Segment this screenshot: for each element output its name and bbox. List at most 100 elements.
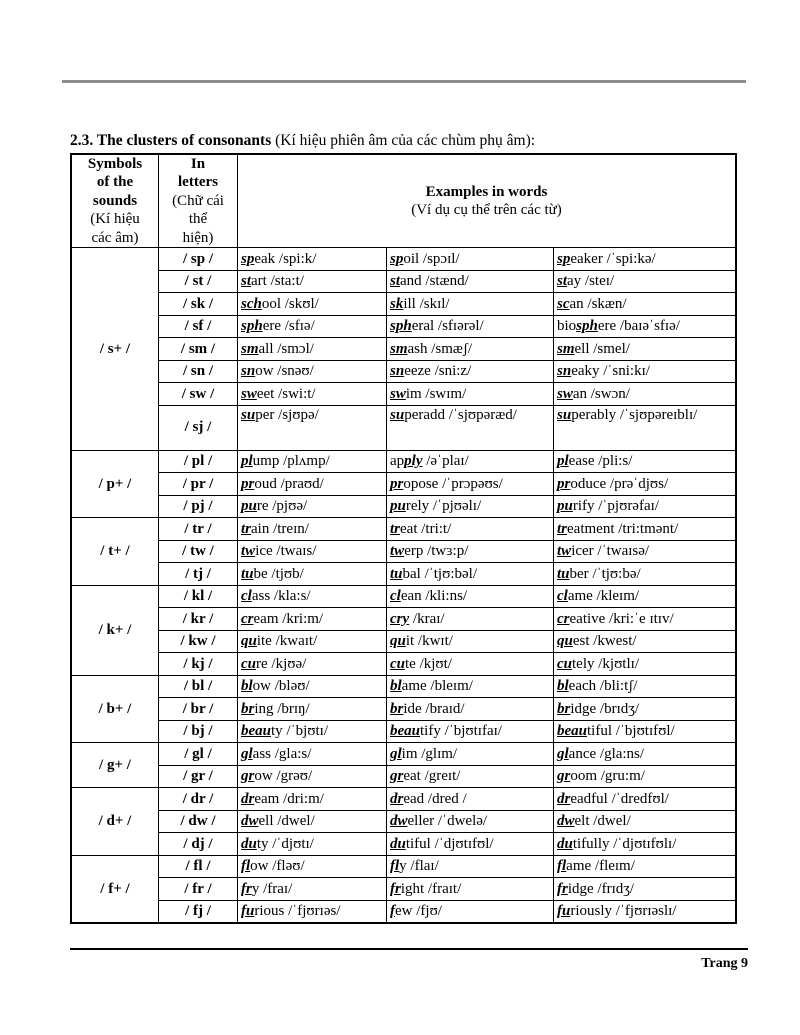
word-rest-ipa: oom /gru:m/	[570, 768, 645, 785]
example-word: apply /əˈplaɪ/	[386, 449, 554, 474]
example-word: purify /ˈpjʊrəfaɪ/	[553, 494, 737, 519]
word-rest-ipa: oil /spɔɪl/	[403, 250, 460, 267]
example-word: scan /skæn/	[553, 292, 737, 316]
table-row: / br / bring /brɪŋ/bride /braɪd/bridge /b…	[71, 697, 737, 721]
word-rest-ipa: ain /treɪn/	[251, 520, 309, 537]
cluster-highlight: cr	[557, 610, 570, 627]
cluster-highlight: gl	[557, 745, 569, 762]
word-rest-ipa: im /swɪm/	[405, 385, 467, 402]
table-header-row: Symbols of the sounds (Kí hiệu các âm) I…	[70, 153, 737, 249]
word-rest-ipa: opose /ˈprɔpəʊs/	[403, 475, 503, 492]
cluster-highlight: fr	[390, 880, 401, 897]
table-row: / b+ / / bl / blow /bləʊ/blame /bleɪm/blea…	[70, 674, 737, 744]
word-rest-ipa: peradd /ˈsjʊpəræd/	[404, 406, 517, 423]
cluster-highlight: gl	[390, 745, 402, 762]
cluster-highlight: cl	[241, 588, 252, 605]
cluster-highlight: tu	[557, 565, 570, 582]
letter-cluster: / dr /	[158, 787, 238, 811]
example-word: duty /ˈdjʊtɪ/	[237, 832, 387, 856]
word-rest-ipa: ame /fleɪm/	[566, 858, 635, 875]
example-word: blow /bləʊ/	[237, 674, 387, 699]
word-rest-ipa: ing /brɪŋ/	[254, 700, 310, 717]
header-text: sounds	[92, 192, 138, 209]
cluster-highlight: cu	[241, 655, 256, 672]
cluster-highlight: cu	[557, 655, 572, 672]
example-word: fright /fraɪt/	[386, 877, 554, 901]
letter-cluster: / pr /	[158, 472, 238, 496]
word-rest-ipa: y /fraɪ/	[251, 880, 293, 897]
cluster-highlight: dr	[390, 790, 404, 807]
example-word: quest /kwest/	[553, 629, 737, 654]
example-word: dweller /ˈdwelə/	[386, 809, 554, 834]
cluster-highlight: su	[557, 406, 572, 423]
example-word: quite /kwaɪt/	[237, 629, 387, 654]
example-word: fridge /frɪdʒ/	[553, 877, 737, 901]
example-word: groom /gru:m/	[553, 764, 737, 789]
table-row: / fj / furious /ˈfjʊrɪəs/few /fjʊ/furious…	[71, 899, 737, 924]
table-row: / st / start /sta:t/stand /stænd/stay /st…	[71, 269, 737, 294]
cluster-highlight: pu	[390, 498, 406, 515]
cluster-highlight: pl	[557, 453, 569, 470]
word-rest-ipa: tely /kjʊtlɪ/	[572, 655, 639, 672]
table-row: / s+ / / sp / speak /spi:k/spoil /spɔɪl/sp…	[70, 247, 737, 451]
word-rest-ipa: ease /pli:s/	[568, 453, 633, 470]
word-rest-ipa: icer /ˈtwaɪsə/	[571, 543, 650, 560]
word-rest-ipa: ty /ˈdjʊtɪ/	[256, 835, 314, 852]
cluster-highlight: tw	[241, 543, 256, 560]
example-word: smell /smel/	[553, 337, 737, 361]
example-word: cute /kjʊt/	[386, 652, 554, 676]
table-row: / kr / cream /kri:m/cry /kraɪ/creative /k…	[71, 607, 737, 631]
cluster-highlight: sph	[390, 318, 412, 335]
table-row: / bj / beauty /ˈbjʊtɪ/beautify /ˈbjʊtɪfaɪ…	[71, 719, 737, 744]
word-rest-ipa: ump /plʌmp/	[252, 453, 330, 470]
letter-cluster: / tr /	[158, 517, 238, 541]
example-word: superably /ˈsjʊpəreɪblɪ/	[553, 404, 737, 451]
example-word: cream /kri:m/	[237, 607, 387, 631]
word-rest-ipa: an /skæn/	[569, 295, 627, 312]
page-number: Trang 9	[701, 956, 748, 971]
header-text: (Chữ cái	[172, 192, 224, 209]
word-rest-ipa: an /swɔn/	[572, 385, 630, 402]
example-word: tubal /ˈtjʊ:bəl/	[386, 562, 554, 586]
word-rest-ipa: eaky /ˈsni:kɪ/	[571, 363, 650, 380]
example-word: treat /tri:t/	[386, 517, 554, 541]
example-word: spoil /spɔɪl/	[386, 247, 554, 271]
word-rest-ipa: ead /dred /	[403, 790, 467, 807]
example-word: train /treɪn/	[237, 517, 387, 541]
example-word: twicer /ˈtwaɪsə/	[553, 539, 737, 564]
example-word: cure /kjʊə/	[237, 652, 387, 676]
word-rest-ipa: eaker /ˈspi:kə/	[570, 250, 656, 267]
word-rest-ipa: erp /twɜ:p/	[404, 543, 469, 560]
word-rest-ipa: ber /ˈtjʊ:bə/	[569, 565, 641, 582]
example-word: bridge /brɪdʒ/	[553, 697, 737, 721]
cluster-highlight: qu	[557, 633, 573, 650]
word-rest-ipa: eam /dri:m/	[254, 790, 324, 807]
letter-cluster: / kl /	[158, 584, 238, 609]
word-rest-ipa: eet /swi:t/	[256, 385, 316, 402]
table-row: / d+ / / dr / dream /dri:m/dread /dred / dr…	[70, 787, 737, 856]
cluster-highlight: dw	[557, 813, 575, 830]
example-word: tube /tjʊb/	[237, 562, 387, 586]
letter-cluster: / kw /	[158, 629, 238, 654]
cluster-highlight: sm	[241, 340, 259, 357]
example-word: dwell /dwel/	[237, 809, 387, 834]
header-text: In	[190, 156, 206, 172]
word-rest-ipa: eat /tri:t/	[400, 520, 452, 537]
header-text: of the	[96, 174, 134, 191]
letter-cluster: / sn /	[158, 359, 238, 384]
example-word: pure /pjʊə/	[237, 494, 387, 519]
cluster-highlight: sn	[390, 363, 405, 380]
header-text: (Kí hiệu	[90, 211, 140, 228]
word-rest-ipa: ell /smel/	[574, 340, 630, 357]
letter-cluster: / fr /	[158, 877, 238, 901]
consonant-clusters-table: Symbols of the sounds (Kí hiệu các âm) I…	[70, 153, 737, 925]
cluster-highlight: sn	[241, 363, 256, 380]
word-rest-ipa: ass /gla:s/	[252, 745, 312, 762]
word-rest-ipa: ow /grəʊ/	[254, 768, 313, 785]
letter-cluster: / sm /	[158, 337, 238, 361]
example-word: speaker /ˈspi:kə/	[553, 247, 737, 271]
word-rest-ipa: all /smɔl/	[258, 340, 314, 357]
word-rest-ipa: rely /ˈpjʊəlɪ/	[405, 498, 482, 515]
cluster-highlight: sph	[241, 318, 263, 335]
cluster-highlight: dr	[241, 790, 255, 807]
